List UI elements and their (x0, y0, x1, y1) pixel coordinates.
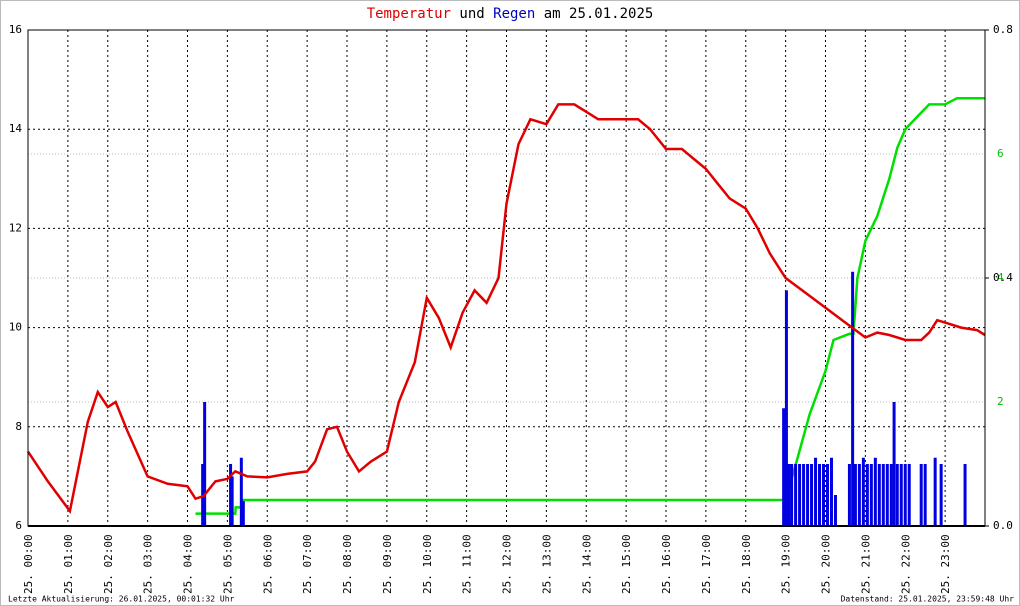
x-tick-label: 25. 20:00 (820, 534, 833, 594)
x-tick-label: 25. 06:00 (261, 534, 274, 594)
x-tick-label: 25. 19:00 (780, 534, 793, 594)
x-tick-label: 25. 12:00 (501, 534, 514, 594)
title-part: am 25.01.2025 (535, 6, 653, 22)
title-part: Regen (493, 6, 535, 22)
x-tick-label: 25. 08:00 (341, 534, 354, 594)
y-tick-label: 14 (9, 122, 23, 135)
x-tick-label: 25. 02:00 (102, 534, 115, 594)
x-tick-label: 25. 16:00 (660, 534, 673, 594)
y-tick-label: 8 (15, 420, 22, 433)
x-tick-label: 25. 09:00 (381, 534, 394, 594)
x-tick-label: 25. 17:00 (700, 534, 713, 594)
plot-frame (27, 29, 986, 527)
x-tick-label: 25. 01:00 (62, 534, 75, 594)
title-part: und (451, 6, 493, 22)
y2-tick-label: 0.4 (993, 271, 1013, 284)
footer-left: Letzte Aktualisierung: 26.01.2025, 00:01… (8, 595, 235, 604)
title-part: Temperatur (367, 6, 451, 22)
y-tick-label: 6 (15, 519, 22, 532)
x-tick-label: 25. 03:00 (142, 534, 155, 594)
x-tick-label: 25. 10:00 (421, 534, 434, 594)
y2-tick-label: 0.0 (993, 519, 1013, 532)
y3-tick-label: 6 (997, 147, 1004, 160)
x-tick-label: 25. 13:00 (540, 534, 553, 594)
y-tick-label: 16 (9, 23, 22, 36)
x-tick-label: 25. 14:00 (580, 534, 593, 594)
footer-right: Datenstand: 25.01.2025, 23:59:48 Uhr (841, 595, 1015, 604)
series-line (26, 103, 986, 515)
y-tick-label: 10 (9, 321, 22, 334)
y3-tick-label: 2 (997, 395, 1004, 408)
x-tick-label: 25. 07:00 (301, 534, 314, 594)
x-tick-label: 25. 21:00 (859, 534, 872, 594)
x-tick-label: 25. 05:00 (221, 534, 234, 594)
x-tick-label: 25. 23:00 (939, 534, 952, 594)
x-tick-label: 25. 15:00 (620, 534, 633, 594)
y2-tick-label: 0.8 (993, 23, 1013, 36)
chart-title: Temperatur und Regen am 25.01.2025 (367, 6, 654, 22)
x-tick-label: 25. 00:00 (22, 534, 35, 594)
x-tick-label: 25. 04:00 (182, 534, 195, 594)
y3-tick-label: 4 (997, 271, 1004, 284)
x-tick-label: 25. 11:00 (461, 534, 474, 594)
x-tick-label: 25. 18:00 (740, 534, 753, 594)
x-tick-label: 25. 22:00 (899, 534, 912, 594)
y-tick-label: 12 (9, 221, 22, 234)
